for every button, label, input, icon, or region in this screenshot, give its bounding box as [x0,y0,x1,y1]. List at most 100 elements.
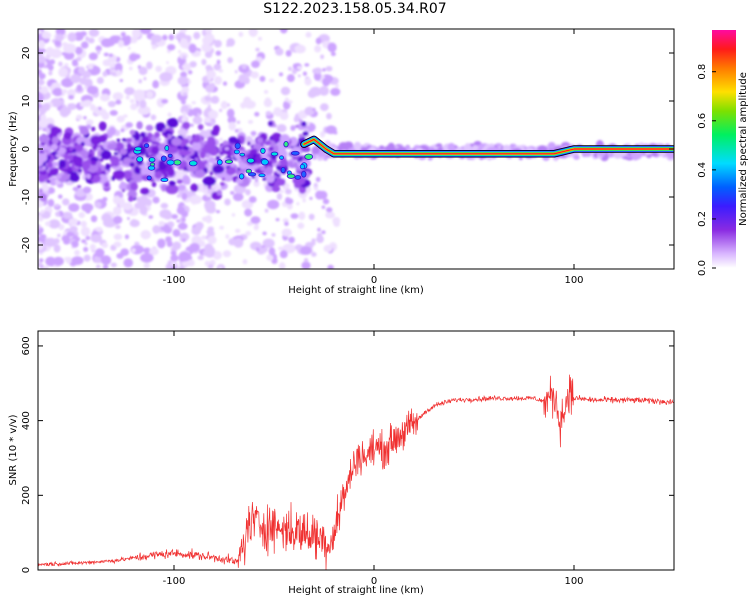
spectrogram-blob [323,244,333,253]
spectrogram-blob [278,246,283,251]
spectrogram-blob [221,177,225,181]
snr-y-tick-label: 400 [21,411,32,430]
snr-x-axis-title: Height of straight line (km) [288,585,424,596]
spectrogram-blob [181,192,188,201]
spectrogram-blob [85,235,91,241]
spectrogram-speckle [216,159,223,166]
spectrogram-blob [305,31,312,38]
spectrogram-blob [278,72,284,77]
spectrogram-blob [89,243,96,251]
spectrogram-blob [311,251,317,257]
spectrogram-blob [245,189,251,196]
spectrogram-blob [151,146,160,155]
spectrogram-blob [261,247,268,253]
spectrogram-blob [195,221,204,230]
spectrogram-blob [275,217,280,222]
spectrogram-blob [42,166,46,170]
spectrogram-blob [246,221,254,226]
spectrogram-speckle [260,147,266,154]
spectrogram-blob [319,131,326,138]
spectrogram-blob [80,226,91,237]
spectrogram-blob [292,63,298,69]
spectrogram-blob [234,129,239,133]
spectrogram-blob [222,81,228,86]
spectrogram-blob [207,93,211,97]
spectrogram-blob [241,64,247,70]
spectrogram-blob [212,164,225,174]
spectrogram-blob [129,66,133,71]
spectrogram-speckle [224,159,233,164]
spectrogram-blob [86,173,91,179]
spectrogram-blob [38,157,44,167]
spectrogram-blob [40,86,49,95]
spectrogram-blob [52,82,59,89]
spectrogram-blob [296,202,300,206]
spectrogram-blob [85,119,94,126]
spectrogram-blob [94,248,105,258]
spectrogram-blob [191,141,202,151]
spectrogram-blob [139,205,148,216]
spectrogram-blob [38,197,41,201]
spectrogram-blob [172,152,179,160]
spectrogram-blob [70,73,81,84]
spectrogram-blob [321,230,326,235]
spectrogram-blob [295,124,299,128]
spectrogram-blob [205,29,213,34]
colorbar-tick-label: 0.6 [697,113,708,129]
spectrogram-speckle [260,158,269,166]
spectrogram-blob [186,181,191,185]
spectrogram-blob [152,80,160,89]
spectrogram-speckle [294,175,302,180]
spectrogram-blob [63,51,75,60]
spectrogram-blob [101,111,110,120]
spectrogram-blob [279,111,289,121]
spectrogram-blob [80,41,89,49]
spectrogram-speckle [160,155,167,162]
spectrogram-blob [39,193,48,202]
spectrogram-blob [207,184,212,190]
spectrogram-blob [286,74,295,83]
spectrogram-blob [273,256,277,261]
spectrogram-blob [71,240,79,248]
spectrogram-blob [273,107,281,113]
spectrogram-blob [205,117,211,123]
spectrogram-blob [100,38,114,48]
spectrogram-blob [123,170,133,180]
spectrogram-blob [119,78,124,83]
spectrogram-speckle [301,170,307,178]
spectrogram-speckle [245,168,252,174]
spectrogram-y-tick-label: 20 [21,47,32,60]
spectrogram-blob [81,239,87,244]
spectrogram-blob [293,116,300,123]
spectrogram-blob [112,92,124,101]
spectrogram-blob [68,218,78,226]
spectrogram-blob [189,61,197,68]
spectrogram-blob [38,224,41,230]
spectrogram-blob [134,241,140,246]
spectrogram-blob [181,100,186,105]
spectrogram-blob [74,46,83,55]
spectrogram-blob [120,181,125,186]
spectrogram-blob [226,108,235,118]
spectrogram-blob [309,86,322,97]
spectrogram-blob [309,196,313,200]
spectrogram-blob [108,53,114,57]
spectrogram-blob [130,103,138,111]
spectrogram-blob [81,70,92,79]
spectrogram-speckle [167,153,173,158]
spectrogram-blob [103,52,109,57]
spectrogram-blob [86,85,99,95]
spectrogram-blob [110,67,116,71]
spectrogram-blob [64,257,69,261]
spectrogram-blob [181,116,188,124]
spectrogram-blob [38,241,44,251]
spectrogram-blob [151,44,157,50]
spectrogram-blob [155,65,162,73]
frequency-track-layer [303,138,674,155]
spectrogram-blob [38,118,48,128]
snr-y-ticks: 0 200 400 600 [21,336,674,573]
spectrogram-blob [87,37,95,44]
spectrogram-blob [146,61,153,70]
spectrogram-blob [145,124,154,132]
spectrogram-blob [427,156,433,161]
